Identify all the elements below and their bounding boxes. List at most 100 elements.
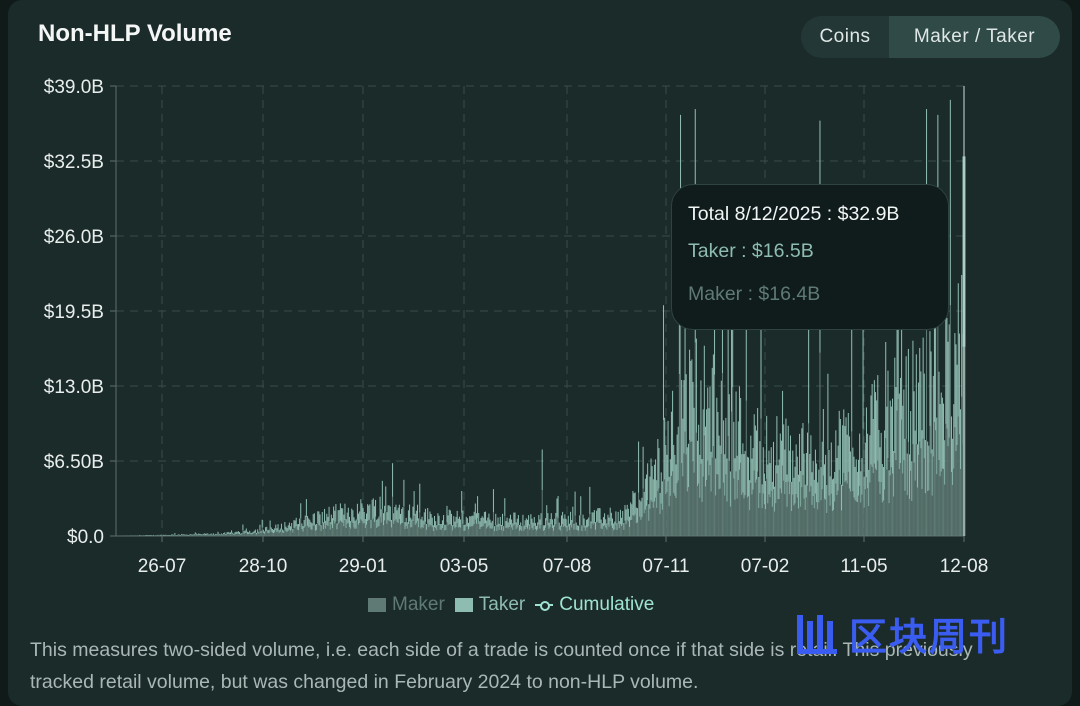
maker-bar — [343, 526, 345, 536]
taker-bar — [663, 305, 665, 420]
maker-bar — [372, 518, 374, 536]
taker-bar — [760, 284, 762, 419]
taker-bar — [746, 456, 748, 498]
taker-bar — [776, 416, 778, 474]
taker-bar — [523, 525, 525, 531]
maker-bar — [721, 373, 723, 536]
toggle-coins[interactable]: Coins — [819, 26, 871, 47]
maker-bar — [929, 426, 931, 536]
toggle-maker-taker[interactable]: Maker / Taker — [889, 16, 1060, 58]
taker-bar — [275, 524, 277, 531]
taker-bar — [265, 527, 267, 532]
taker-bar — [200, 534, 202, 536]
maker-bar — [209, 535, 211, 536]
taker-bar — [337, 510, 339, 525]
taker-bar — [428, 519, 430, 528]
taker-bar — [873, 380, 875, 464]
taker-bar — [769, 463, 771, 498]
taker-bar — [625, 509, 627, 524]
taker-bar — [215, 533, 217, 535]
taker-bar — [814, 449, 816, 494]
maker-bar — [244, 533, 246, 536]
taker-bar — [617, 511, 619, 525]
taker-bar — [468, 522, 470, 530]
maker-bar — [847, 471, 849, 536]
taker-bar — [899, 377, 901, 463]
maker-bar — [687, 487, 689, 536]
taker-bar — [361, 503, 363, 521]
maker-bar — [887, 458, 889, 536]
taker-bar — [892, 398, 894, 474]
taker-bar — [862, 305, 864, 429]
maker-bar — [931, 495, 933, 536]
maker-bar — [505, 528, 507, 536]
maker-bar — [760, 418, 762, 536]
maker-bar — [767, 503, 769, 536]
maker-bar — [738, 469, 740, 536]
maker-bar — [308, 527, 310, 536]
taker-bar — [799, 433, 801, 482]
maker-bar — [252, 533, 254, 536]
legend-item-cumulative[interactable]: Cumulative — [535, 594, 654, 616]
maker-bar — [742, 492, 744, 536]
maker-bar — [173, 535, 175, 536]
maker-bar — [436, 530, 438, 536]
taker-swatch-icon — [454, 598, 473, 612]
maker-bar — [714, 374, 716, 536]
taker-bar — [828, 449, 830, 496]
taker-bar — [912, 340, 914, 445]
taker-bar — [675, 464, 677, 499]
maker-bar — [701, 502, 703, 536]
taker-bar — [738, 386, 740, 470]
taker-bar — [473, 511, 475, 524]
taker-bar — [894, 357, 896, 454]
maker-bar — [957, 416, 959, 536]
maker-bar — [273, 533, 275, 536]
taker-bar — [648, 504, 650, 521]
maker-bar — [778, 499, 780, 536]
taker-bar — [890, 406, 892, 468]
tooltip-total: Total 8/12/2025 : $32.9B — [688, 203, 900, 225]
maker-bar — [733, 478, 735, 536]
legend-item-taker[interactable]: Taker — [454, 594, 525, 616]
maker-bar — [288, 529, 290, 536]
taker-bar — [474, 503, 476, 520]
maker-bar — [186, 535, 188, 536]
maker-bar — [441, 527, 443, 536]
taker-bar — [895, 386, 897, 461]
taker-bar — [753, 414, 755, 471]
watermark: 区块周刊 — [795, 606, 1009, 661]
maker-bar — [718, 489, 720, 536]
taker-bar — [677, 426, 679, 481]
taker-bar — [259, 524, 261, 531]
taker-bar — [461, 490, 463, 513]
maker-bar — [239, 534, 241, 536]
taker-bar — [557, 496, 559, 519]
taker-bar — [252, 531, 254, 534]
taker-bar — [216, 534, 218, 536]
taker-bar — [472, 515, 474, 526]
taker-bar — [780, 440, 782, 494]
maker-bar — [590, 528, 592, 536]
taker-bar — [597, 508, 599, 522]
view-toggle[interactable]: Coins Maker / Taker — [801, 16, 1060, 58]
maker-bar — [693, 472, 695, 536]
taker-bar — [812, 460, 814, 497]
maker-bar — [839, 484, 841, 536]
maker-bar — [330, 524, 332, 536]
maker-bar — [509, 524, 511, 536]
taker-bar — [684, 306, 686, 432]
maker-bar — [814, 493, 816, 536]
taker-bar — [701, 459, 703, 503]
maker-bar — [220, 534, 222, 536]
taker-bar — [225, 533, 227, 536]
taker-bar — [214, 534, 216, 536]
maker-bar — [775, 503, 777, 536]
legend-item-maker[interactable]: Maker — [368, 594, 445, 616]
taker-bar — [541, 449, 543, 490]
maker-bar — [237, 533, 239, 536]
maker-bar — [909, 498, 911, 536]
taker-bar — [455, 516, 457, 528]
taker-bar — [282, 529, 284, 533]
maker-bar — [216, 535, 218, 536]
